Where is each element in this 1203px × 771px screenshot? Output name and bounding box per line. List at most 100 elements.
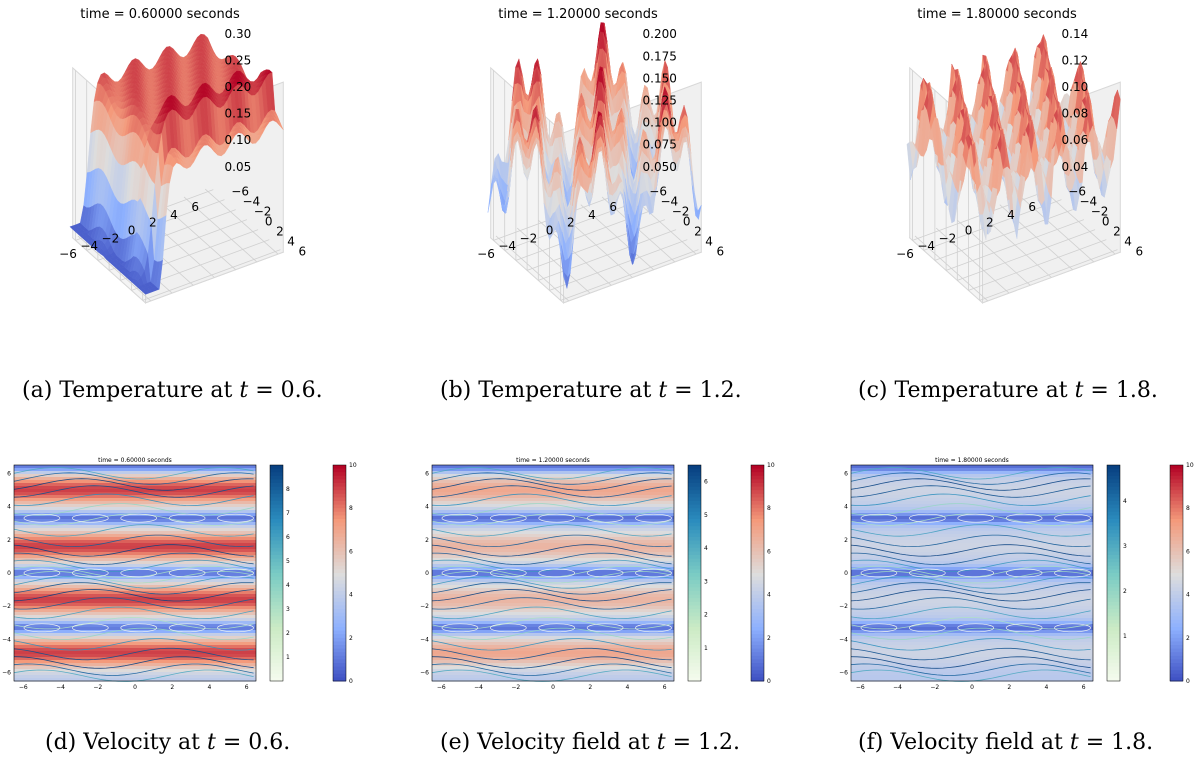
streamline	[13, 493, 254, 507]
heat-row	[14, 468, 256, 472]
heat-colorbar-cell	[1170, 558, 1183, 563]
heat-row	[14, 564, 256, 568]
vortex-loop	[957, 568, 995, 578]
heat-colorbar-cell	[333, 472, 346, 477]
heat-colorbar-cell	[751, 612, 764, 617]
stream-colorbar-cell	[1107, 623, 1120, 628]
x-tick-label: −6	[896, 247, 914, 261]
stream-colorbar-cell	[270, 529, 283, 534]
heat-colorbar-cell	[751, 529, 764, 534]
y-tick-label: 2	[276, 225, 284, 239]
heat-row	[432, 564, 674, 568]
x-tick-label: 4	[170, 208, 178, 222]
x-tick-label: 0	[965, 224, 973, 238]
stream-colorbar-cell	[270, 580, 283, 585]
x-tick-label: −4	[474, 684, 483, 691]
heat-row	[14, 645, 256, 649]
heat-row	[14, 621, 256, 625]
stream-colorbar-cell	[270, 630, 283, 635]
stream-colorbar-cell	[270, 605, 283, 610]
vortex-loop	[168, 568, 206, 578]
y-tick-label: 0	[7, 570, 11, 577]
heat-row	[851, 519, 1093, 523]
heat-colorbar-cell	[1170, 627, 1183, 632]
stream-colorbar-cell	[688, 583, 701, 588]
heat-row	[432, 582, 674, 586]
stream-colorbar-tick: 1	[1123, 633, 1127, 640]
heat-colorbar-tick: 8	[349, 505, 353, 512]
caption-f: (f) Velocity field at t = 1.8.	[858, 730, 1153, 755]
heat-row	[432, 657, 674, 661]
stream-colorbar-cell	[688, 468, 701, 473]
stream-colorbar	[269, 464, 284, 682]
heat-row	[851, 534, 1093, 538]
heat-row	[851, 657, 1093, 661]
heat-colorbar-cell	[751, 475, 764, 480]
vortex-loop	[489, 513, 527, 523]
heat-colorbar-cell	[333, 598, 346, 603]
y-tick-label: 6	[7, 470, 11, 477]
stream-colorbar-cell	[688, 472, 701, 477]
heat-row	[14, 555, 256, 559]
heat-colorbar-cell	[333, 666, 346, 671]
streamline	[850, 656, 1091, 669]
stream-colorbar-cell	[688, 605, 701, 610]
heat-colorbar-cell	[1170, 551, 1183, 556]
heat-colorbar-cell	[751, 591, 764, 596]
stream-colorbar-cell	[270, 573, 283, 578]
x-tick-label: 6	[663, 684, 667, 691]
heat-row	[14, 531, 256, 535]
stream-colorbar-cell	[270, 634, 283, 639]
y-tick-label: −2	[672, 205, 690, 219]
streamline	[850, 616, 1091, 630]
x-tick-label: 4	[1007, 208, 1015, 222]
heat-row	[851, 513, 1093, 517]
y-tick-label: −2	[1091, 205, 1109, 219]
heat-colorbar-cell	[1170, 479, 1183, 484]
stream-colorbar-tick: 1	[286, 654, 290, 661]
streamline	[850, 478, 1091, 491]
heat-row	[14, 543, 256, 547]
vortex-loop	[23, 623, 61, 633]
stream-colorbar-cell	[1107, 576, 1120, 581]
heat-row	[432, 528, 674, 532]
stream-colorbar-cell	[1107, 630, 1120, 635]
heat-row	[432, 645, 674, 649]
stream-colorbar-cell	[688, 533, 701, 538]
heat-colorbar-cell	[333, 501, 346, 506]
x-tick-label: −6	[856, 684, 865, 691]
heat-colorbar-cell	[1170, 529, 1183, 534]
heat-colorbar-tick: 4	[1186, 592, 1190, 599]
stream-colorbar-cell	[688, 623, 701, 628]
heatmap-frame	[13, 464, 257, 682]
heat-row	[851, 558, 1093, 562]
heat-row	[432, 504, 674, 508]
heat-row	[432, 525, 674, 529]
stream-colorbar-cell	[270, 569, 283, 574]
stream-colorbar-cell	[1107, 493, 1120, 498]
heat-colorbar-cell	[333, 558, 346, 563]
heat-row	[14, 537, 256, 541]
heat-colorbar-cell	[333, 540, 346, 545]
heat-colorbar-cell	[1170, 655, 1183, 660]
heat-colorbar-cell	[751, 468, 764, 473]
stream-colorbar-tick: 4	[1123, 498, 1127, 505]
heat-colorbar-cell	[751, 551, 764, 556]
heat-colorbar-tick: 4	[349, 592, 353, 599]
stream-colorbar-cell	[270, 648, 283, 653]
heat-row	[432, 486, 674, 490]
x-tick-label: 2	[567, 216, 575, 230]
vortex-loop	[71, 568, 109, 578]
vortex-loop	[538, 513, 576, 523]
streamline	[431, 627, 672, 641]
heat-row	[14, 594, 256, 598]
stream-colorbar-cell	[688, 587, 701, 592]
heat-colorbar-cell	[1170, 580, 1183, 585]
heat-row	[851, 522, 1093, 526]
heat-row	[432, 516, 674, 520]
stream-colorbar-cell	[270, 619, 283, 624]
heat-colorbar-tick: 2	[349, 635, 353, 642]
caption-value: = 0.6.	[248, 378, 323, 403]
x-tick-label: 4	[1045, 684, 1049, 691]
velocity-plot-e: time = 1.20000 seconds −6 −4 −2 0 2 4 6 6 4 2 0 −2 −4…	[420, 457, 775, 691]
